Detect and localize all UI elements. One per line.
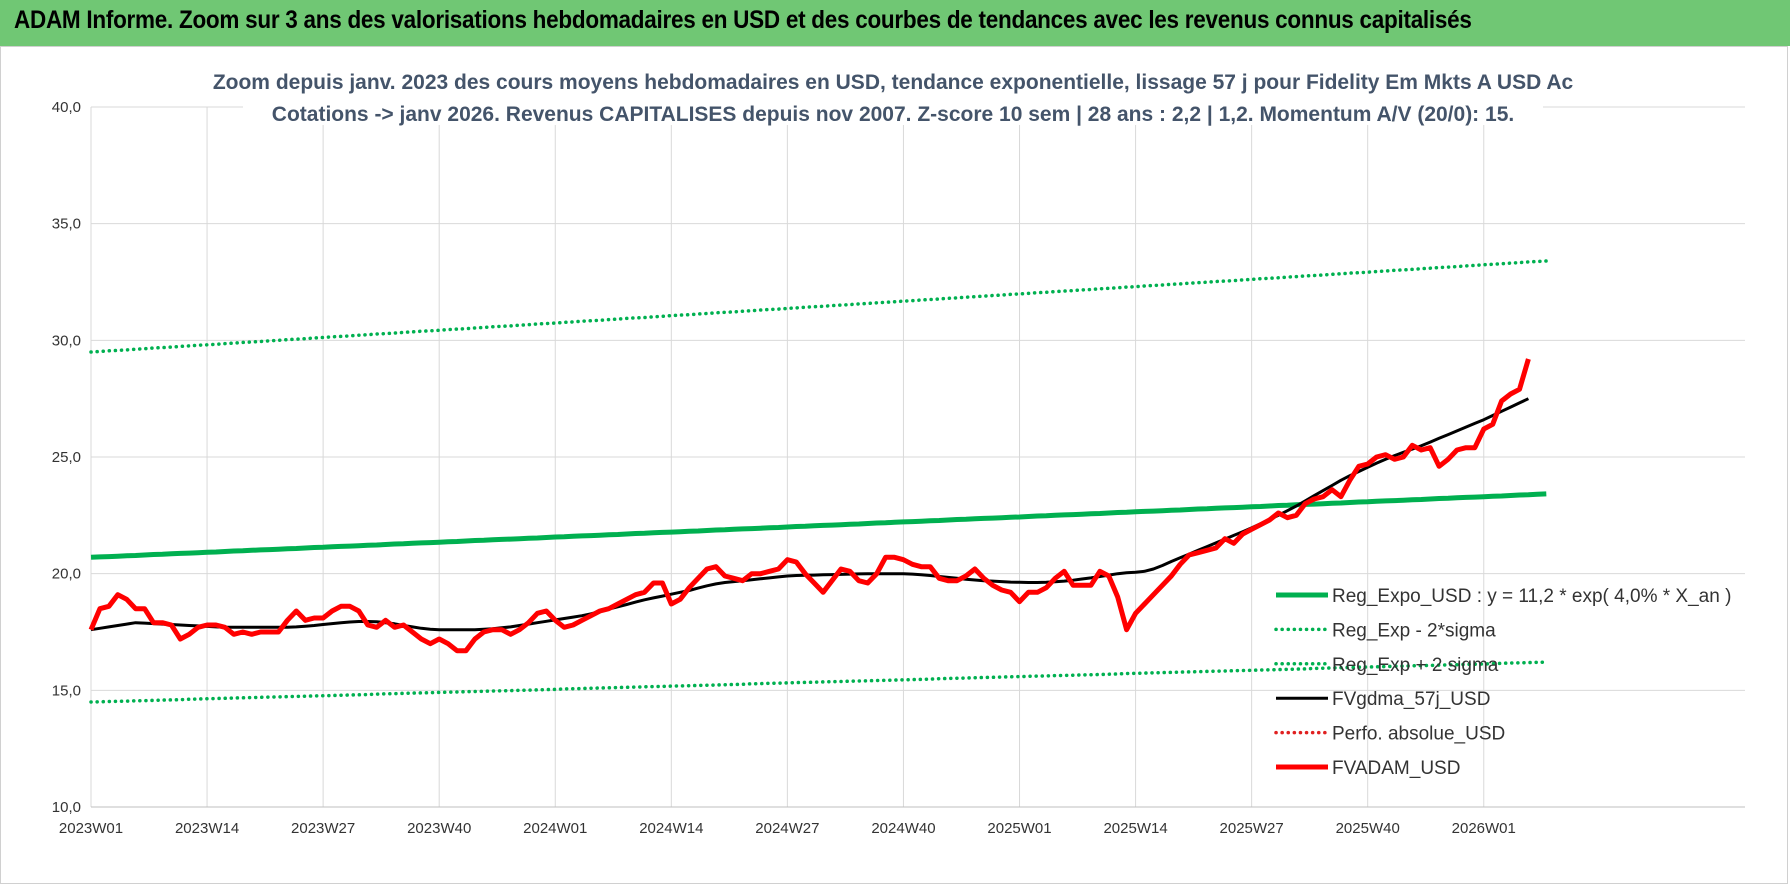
- series-layer: [88, 259, 1549, 704]
- x-axis-labels: 2023W01 2023W14 2023W27 2023W40 2024W01 2024W…: [59, 820, 1516, 837]
- x-tick-label: 2025W40: [1336, 820, 1400, 837]
- y-tick-label: 15,0: [52, 682, 81, 699]
- legend-label: FVgdma_57j_USD: [1332, 689, 1490, 710]
- y-tick-label: 10,0: [52, 799, 81, 816]
- y-tick-label: 20,0: [52, 566, 81, 583]
- chart-frame: Zoom depuis janv. 2023 des cours moyens …: [0, 46, 1788, 884]
- legend-label: Reg_Exp + 2 sigma: [1332, 655, 1499, 676]
- y-tick-label: 40,0: [52, 99, 81, 116]
- legend-label: Perfo. absolue_USD: [1332, 724, 1505, 745]
- x-tick-label: 2023W01: [59, 820, 123, 837]
- legend-label: Reg_Exp - 2*sigma: [1332, 620, 1496, 641]
- series-line-5: [88, 358, 1531, 654]
- x-tick-label: 2023W27: [291, 820, 355, 837]
- y-tick-label: 35,0: [52, 216, 81, 233]
- x-tick-label: 2024W27: [755, 820, 819, 837]
- x-tick-label: 2024W01: [523, 820, 587, 837]
- x-tick-label: 2025W01: [987, 820, 1051, 837]
- header-title: ADAM Informe. Zoom sur 3 ans des valoris…: [14, 6, 1472, 34]
- legend-label: FVADAM_USD: [1332, 758, 1460, 779]
- y-tick-label: 25,0: [52, 449, 81, 466]
- x-tick-label: 2024W40: [871, 820, 935, 837]
- y-axis-labels: 10,0 15,0 20,0 25,0 30,0 35,0 40,0: [52, 99, 81, 816]
- legend: Reg_Expo_USD : y = 11,2 * exp( 4,0% * X_…: [1274, 586, 1731, 779]
- x-tick-label: 2026W01: [1452, 820, 1516, 837]
- legend-label: Reg_Expo_USD : y = 11,2 * exp( 4,0% * X_…: [1332, 586, 1731, 607]
- header-bar: ADAM Informe. Zoom sur 3 ans des valoris…: [0, 0, 1790, 46]
- x-tick-label: 2025W27: [1220, 820, 1284, 837]
- x-tick-label: 2023W14: [175, 820, 239, 837]
- series-line-2: [89, 259, 1549, 354]
- x-tick-label: 2025W14: [1103, 820, 1167, 837]
- y-tick-label: 30,0: [52, 332, 81, 349]
- chart-subtitle: Cotations -> janv 2026. Revenus CAPITALI…: [272, 103, 1514, 126]
- series-line-1: [89, 660, 1549, 704]
- grid: [90, 106, 1745, 808]
- x-tick-label: 2023W40: [407, 820, 471, 837]
- series-line-0: [90, 491, 1547, 560]
- x-tick-label: 2024W14: [639, 820, 703, 837]
- title-background: [243, 63, 1543, 125]
- line-chart: Zoom depuis janv. 2023 des cours moyens …: [52, 63, 1745, 837]
- chart-title: Zoom depuis janv. 2023 des cours moyens …: [213, 71, 1574, 94]
- chart-title-group: Zoom depuis janv. 2023 des cours moyens …: [213, 63, 1574, 126]
